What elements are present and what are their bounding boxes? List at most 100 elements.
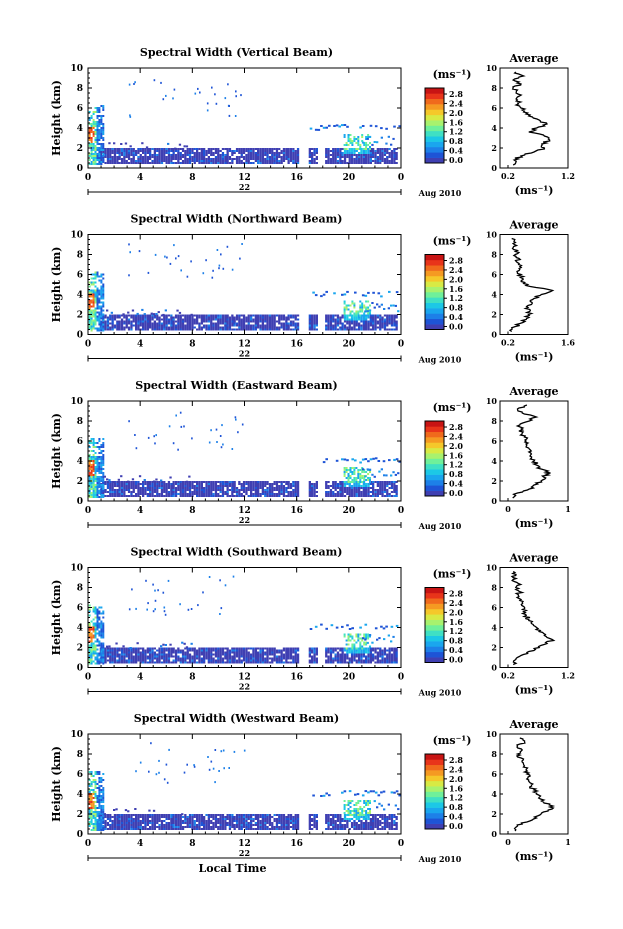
colorbar-unit: (ms⁻¹) [433,568,472,581]
y-tick-label: 6 [77,271,83,281]
colorbar: (ms⁻¹) 0.00.40.81.21.62.02.42.8 [424,568,472,665]
colorbar-frame [424,753,445,830]
x-tick-label: 12 [238,673,251,683]
average-y-tick-label: 8 [491,749,497,759]
colorbar-swatch [425,318,444,325]
colorbar-unit: (ms⁻¹) [433,68,472,81]
colorbar-swatch [425,453,444,459]
colorbar-swatch [425,485,444,491]
colorbar-unit: (ms⁻¹) [433,401,472,414]
colorbar-label: 1.2 [449,127,463,137]
colorbar-swatch [425,308,444,314]
colorbar-swatch [425,646,444,653]
y-tick-label: 8 [77,251,83,261]
average-x-label: (ms⁻¹) [515,850,554,863]
y-tick-label: 0 [77,664,83,674]
colorbar-swatch [425,812,444,819]
average-y-tick-label: 10 [486,563,498,573]
y-tick-label: 10 [70,231,83,241]
colorbar-swatch [425,93,444,100]
y-tick-label: 10 [70,730,83,740]
y-tick-label: 8 [77,417,83,427]
colorbar-label: 2.0 [449,108,463,118]
colorbar-swatch [425,447,444,454]
average-profile-line [512,404,552,499]
average-y-tick-label: 6 [491,436,497,446]
colorbar-swatch [425,807,444,814]
average-y-tick-label: 2 [491,310,497,320]
colorbar-label: 0.8 [449,136,463,146]
x-tick-label: 12 [238,340,251,350]
colorbar-label: 0.0 [449,821,463,831]
colorbar: (ms⁻¹) 0.00.40.81.21.62.02.42.8 [424,401,472,498]
panel-title: Spectral Width (Vertical Beam) [140,46,333,59]
date-day-label: 22 [239,848,250,858]
colorbar-swatch [425,780,444,787]
average-title: Average [508,718,558,731]
y-tick-label: 8 [77,84,83,94]
average-frame [499,400,569,502]
average-y-tick-label: 10 [486,729,498,739]
colorbar-swatch [425,136,444,142]
x-tick-label: 0 [398,839,404,849]
x-tick-label: 8 [189,839,195,849]
colorbar-swatch [425,254,444,261]
x-tick-label: 16 [290,173,303,183]
colorbar-swatch [425,114,444,121]
average-x-tick-label: 0 [505,837,511,847]
colorbar-swatch [425,421,444,427]
colorbar-swatch [425,297,444,304]
colorbar-swatch [425,759,444,766]
x-tick-label: 16 [290,839,303,849]
colorbar-label: 1.6 [449,617,463,627]
colorbar-frame [424,87,445,164]
colorbar-swatch [425,146,444,153]
colorbar-swatch [425,587,444,594]
average-y-tick-label: 2 [491,476,497,486]
colorbar-swatch [425,437,444,443]
average-y-tick-label: 8 [491,83,497,93]
x-tick-label: 0 [85,839,91,849]
panel-title: Spectral Width (Southward Beam) [130,546,342,559]
x-tick-label: 0 [85,173,91,183]
colorbar-swatch [425,324,444,330]
colorbar-swatch [425,431,444,438]
colorbar-swatch [425,651,444,658]
y-tick-label: 2 [77,311,83,321]
average-profile-line [511,71,551,166]
colorbar-swatch [425,796,444,803]
average-y-tick-label: 4 [491,290,497,300]
y-tick-label: 8 [77,584,83,594]
average-title: Average [508,219,558,232]
y-axis-label: Height (km) [50,413,63,489]
colorbar-label: 2.4 [449,265,463,275]
colorbar-label: 2.0 [449,441,463,451]
colorbar-label: 1.2 [449,460,463,470]
average-x-label: (ms⁻¹) [515,351,554,364]
date-month-label: Aug 2010 [418,688,462,698]
colorbar-label: 2.8 [449,422,463,432]
colorbar-frame [424,587,445,663]
colorbar-label: 1.2 [449,793,463,803]
y-tick-label: 4 [77,457,83,467]
y-tick-label: 10 [70,397,83,407]
colorbar-swatch [425,775,444,782]
average-x-label: (ms⁻¹) [515,517,554,530]
colorbar-swatch [425,598,444,604]
colorbar-label: 2.8 [449,256,463,266]
average-y-tick-label: 6 [491,603,497,613]
chart-panel-1: Spectral Width (Northward Beam) 0 2 4 6 8 10 He… [50,213,575,365]
x-tick-label: 20 [343,340,356,350]
colorbar: (ms⁻¹) 0.00.40.81.21.62.02.42.8 [424,235,471,332]
average-y-tick-label: 0 [491,330,497,340]
average-panel: Average 0 2 4 6 8 10 0 1 (ms⁻¹) [486,718,571,863]
colorbar-label: 2.0 [449,607,463,617]
colorbar-swatch [425,786,444,792]
y-axis-label: Height (km) [50,746,63,822]
y-tick-label: 0 [77,497,83,507]
average-y-tick-label: 4 [491,456,497,466]
colorbar-swatch [425,625,444,631]
colorbar-swatch [425,490,444,497]
colorbar-label: 2.4 [449,431,463,441]
heatmap [88,411,401,498]
